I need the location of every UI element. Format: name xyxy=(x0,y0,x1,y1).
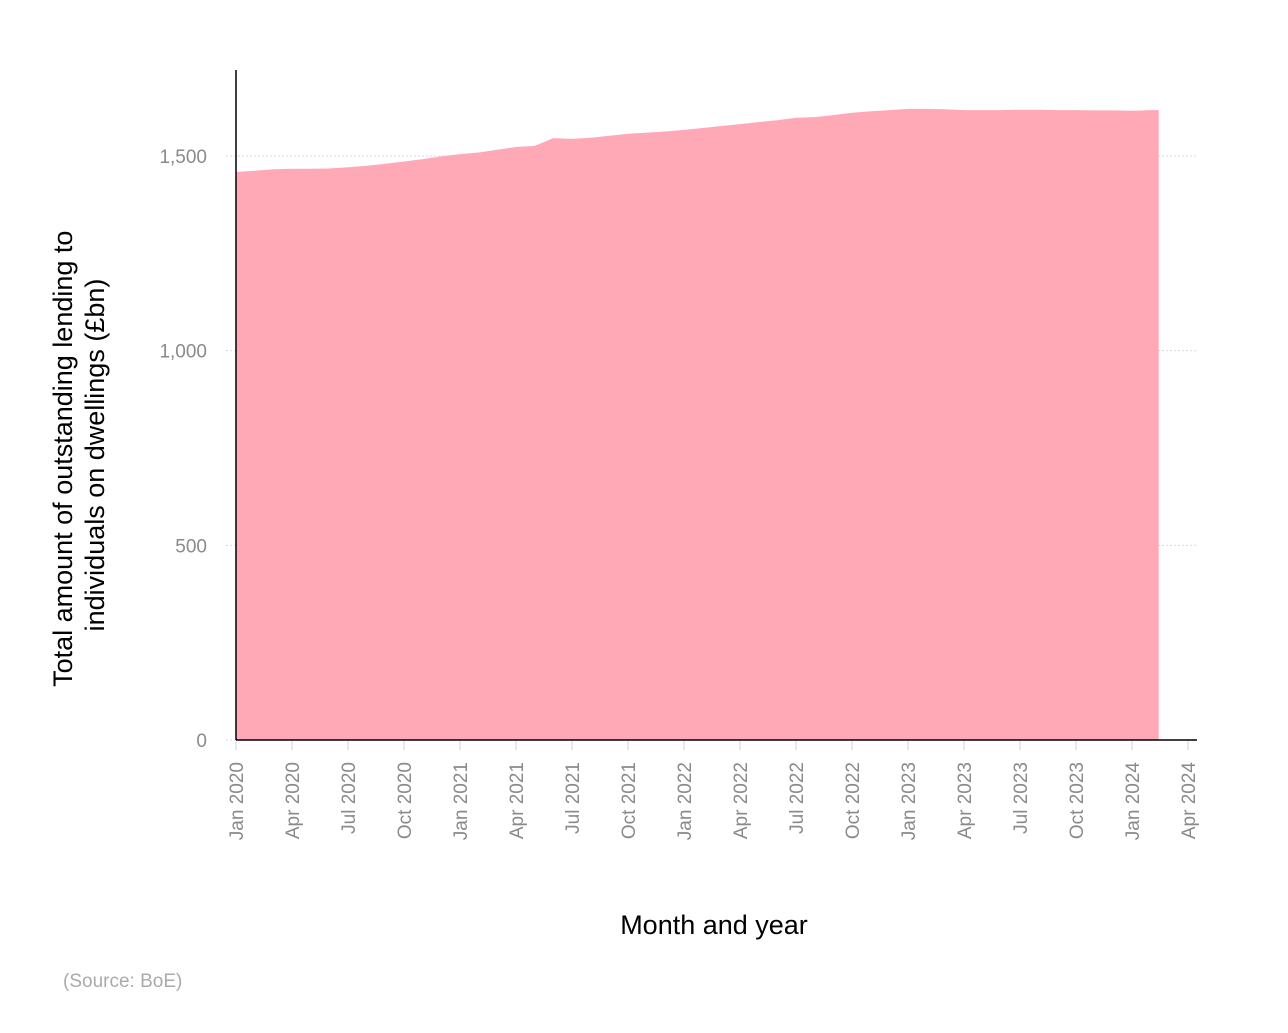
x-tick-label: Oct 2023 xyxy=(1067,762,1088,839)
y-axis-title-line-1: Total amount of outstanding lending to xyxy=(48,231,78,687)
y-tick-label: 1,000 xyxy=(159,342,207,363)
y-axis-title-line-2: individuals on dwellings (£bn) xyxy=(80,279,110,632)
x-tick-label: Jul 2021 xyxy=(563,762,584,834)
lending-area-series xyxy=(236,108,1159,740)
x-tick-label: Jul 2023 xyxy=(1011,762,1032,834)
x-axis-title: Month and year xyxy=(620,910,808,940)
x-tick-label: Apr 2022 xyxy=(731,762,752,839)
x-tick-label: Jan 2024 xyxy=(1123,762,1144,841)
x-tick-label: Jul 2020 xyxy=(339,762,360,834)
y-axis-ticks: 0 500 1,000 1,500 xyxy=(159,147,207,752)
x-tick-label: Oct 2021 xyxy=(619,762,640,839)
x-tick-label: Apr 2021 xyxy=(507,762,528,839)
y-tick-label: 1,500 xyxy=(159,147,207,168)
x-tick-label: Apr 2023 xyxy=(955,762,976,839)
x-tick-label: Jan 2022 xyxy=(675,762,696,840)
x-tick-label: Jul 2022 xyxy=(787,762,808,834)
x-tick-label: Oct 2022 xyxy=(843,762,864,839)
source-note: (Source: BoE) xyxy=(63,971,183,992)
y-axis-title: Total amount of outstanding lending to i… xyxy=(48,223,110,687)
x-tick-label: Jan 2021 xyxy=(451,762,472,840)
y-tick-label: 0 xyxy=(196,731,207,752)
x-tick-label: Jan 2020 xyxy=(227,762,248,840)
x-axis-ticks: Jan 2020 Apr 2020 Jul 2020 Oct 2020 Jan 2021… xyxy=(227,741,1200,840)
x-tick-label: Jan 2023 xyxy=(899,762,920,840)
x-tick-label: Apr 2020 xyxy=(283,762,304,839)
x-tick-label: Oct 2020 xyxy=(395,762,416,839)
x-tick-label: Apr 2024 xyxy=(1179,762,1200,840)
y-tick-label: 500 xyxy=(175,536,207,557)
